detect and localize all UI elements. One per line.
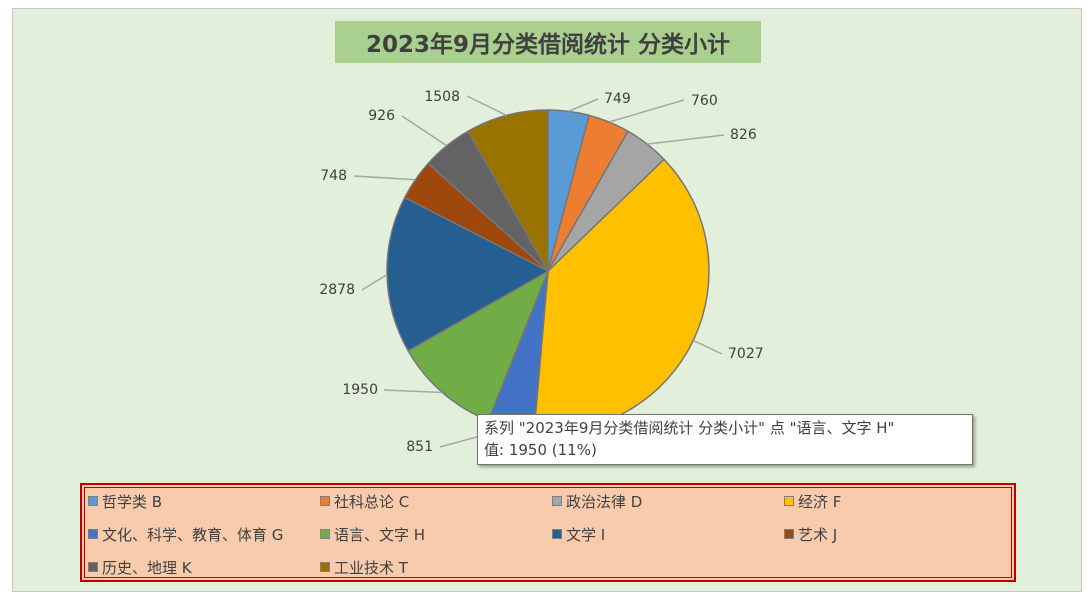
data-label: 1950 <box>342 382 378 398</box>
legend-label: 文学 I <box>566 525 606 544</box>
legend-swatch <box>88 496 98 506</box>
data-labels: 749 760 826 7027 851 1950 2878 748 926 1508 <box>319 89 763 455</box>
leader-line <box>401 115 448 147</box>
tooltip-series-line: 系列 "2023年9月分类借阅统计 分类小计" 点 "语言、文字 H" <box>484 419 895 437</box>
leader-line <box>353 175 416 181</box>
data-label: 748 <box>320 168 347 184</box>
tooltip: 系列 "2023年9月分类借阅统计 分类小计" 点 "语言、文字 H" 值: 1… <box>477 414 973 465</box>
pie-slice[interactable] <box>466 109 549 274</box>
legend-label: 文化、科学、教育、体育 G <box>102 525 284 544</box>
legend-swatch <box>320 562 330 572</box>
leader-lines <box>353 95 725 448</box>
legend-label: 政治法律 D <box>566 492 643 511</box>
legend-label: 艺术 J <box>798 525 838 544</box>
legend-item[interactable]: 艺术 J <box>784 524 837 544</box>
data-label: 749 <box>604 91 631 107</box>
leader-line <box>692 339 723 355</box>
data-label: 926 <box>368 108 395 124</box>
legend-swatch <box>552 496 562 506</box>
legend-label: 工业技术 T <box>334 558 408 577</box>
legend-item[interactable]: 社科总论 C <box>320 491 409 511</box>
data-label: 7027 <box>728 346 764 362</box>
legend-item[interactable]: 语言、文字 H <box>320 524 425 544</box>
legend-item[interactable]: 经济 F <box>784 491 841 511</box>
data-label: 1508 <box>424 89 460 105</box>
leader-line <box>361 273 388 291</box>
legend-swatch <box>552 529 562 539</box>
legend-label: 语言、文字 H <box>334 525 426 544</box>
pie-slices <box>386 109 710 433</box>
legend-swatch <box>88 529 98 539</box>
leader-line <box>383 389 443 394</box>
legend-swatch <box>320 529 330 539</box>
chart-title: 2023年9月分类借阅统计 分类小计 <box>365 32 731 58</box>
leader-line <box>466 95 507 117</box>
leader-line <box>608 99 685 123</box>
leader-line <box>568 98 599 112</box>
data-label: 760 <box>691 93 718 109</box>
tooltip-value-line: 值: 1950 (11%) <box>484 441 597 459</box>
data-label: 826 <box>730 127 757 143</box>
legend-swatch <box>784 496 794 506</box>
legend-swatch <box>784 529 794 539</box>
pie-slice[interactable] <box>386 196 550 352</box>
legend-item[interactable]: 文学 I <box>552 524 605 544</box>
legend-item[interactable]: 文化、科学、教育、体育 G <box>88 524 283 544</box>
legend-label: 经济 F <box>798 492 842 511</box>
legend-item[interactable]: 哲学类 B <box>88 491 162 511</box>
legend-border <box>84 487 1012 578</box>
legend-item[interactable]: 历史、地理 K <box>88 557 192 577</box>
data-label: 2878 <box>319 282 355 298</box>
legend-item[interactable]: 工业技术 T <box>320 557 408 577</box>
legend-label: 社科总论 C <box>334 492 410 511</box>
legend-item[interactable]: 政治法律 D <box>552 491 642 511</box>
legend: 哲学类 B 社科总论 C 政治法律 D 经济 F 文化、科学、教育、体育 G 语言、文字 … <box>80 483 1016 582</box>
leader-line <box>647 134 725 145</box>
legend-swatch <box>320 496 330 506</box>
legend-label: 历史、地理 K <box>102 558 192 577</box>
legend-swatch <box>88 562 98 572</box>
legend-label: 哲学类 B <box>102 492 163 511</box>
data-label: 851 <box>406 439 433 455</box>
chart-title-box: 2023年9月分类借阅统计 分类小计 <box>335 21 761 63</box>
